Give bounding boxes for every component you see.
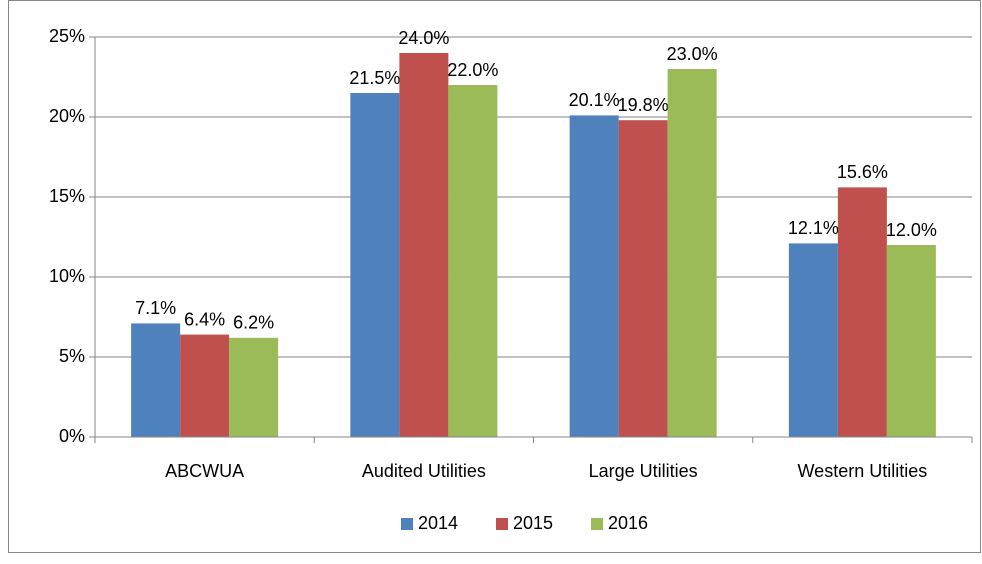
bar (788, 243, 838, 437)
bar (618, 120, 668, 437)
data-label: 19.8% (618, 95, 669, 115)
data-label: 23.0% (667, 44, 718, 64)
bar (350, 93, 400, 437)
data-label: 12.0% (886, 220, 937, 240)
legend-label: 2015 (513, 513, 553, 533)
legend-swatch (591, 518, 603, 530)
data-label: 6.2% (233, 313, 274, 333)
y-tick-label: 20% (49, 106, 85, 126)
data-label: 12.1% (788, 218, 839, 238)
bar (180, 334, 230, 437)
legend-swatch (401, 518, 413, 530)
data-label: 15.6% (837, 162, 888, 182)
y-tick-label: 0% (59, 426, 85, 446)
data-label: 24.0% (398, 28, 449, 48)
y-tick-label: 15% (49, 186, 85, 206)
bar (448, 85, 498, 437)
y-tick-label: 5% (59, 346, 85, 366)
legend-label: 2014 (418, 513, 458, 533)
bar (569, 115, 619, 438)
data-label: 22.0% (447, 60, 498, 80)
x-tick-label: Large Utilities (589, 461, 698, 481)
data-label: 21.5% (349, 68, 400, 88)
data-label: 6.4% (184, 309, 225, 329)
x-tick-label: Audited Utilities (362, 461, 486, 481)
bar (131, 323, 181, 437)
bar (667, 69, 717, 437)
y-tick-label: 10% (49, 266, 85, 286)
legend-swatch (496, 518, 508, 530)
legend-label: 2016 (608, 513, 648, 533)
bar (886, 245, 936, 437)
data-label: 20.1% (569, 90, 620, 110)
x-tick-label: ABCWUA (165, 461, 244, 481)
data-label: 7.1% (135, 298, 176, 318)
y-tick-label: 25% (49, 26, 85, 46)
bar (837, 187, 887, 437)
bar (399, 53, 449, 437)
x-tick-label: Western Utilities (798, 461, 928, 481)
bar (229, 337, 279, 437)
